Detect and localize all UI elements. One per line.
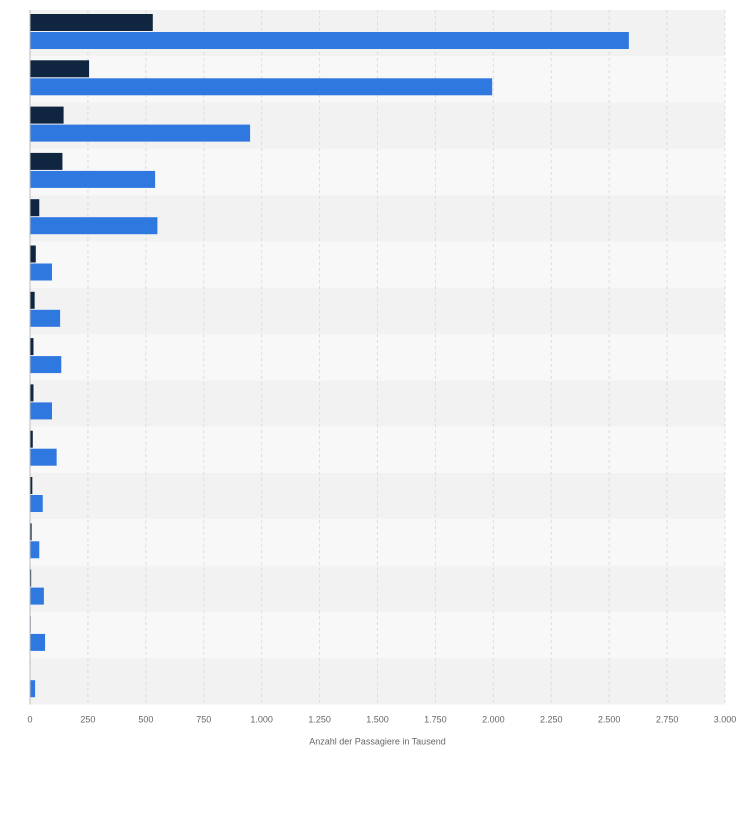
bar-series2-row11	[30, 495, 43, 512]
x-tick-label: 2.250	[540, 715, 563, 725]
bar-series2-row5	[30, 217, 158, 235]
x-tick-label: 2.500	[598, 715, 621, 725]
bar-series2-row7	[30, 309, 61, 327]
bar-series2-row12	[30, 541, 40, 559]
bars	[30, 14, 629, 698]
x-tick-label: 2.750	[656, 715, 679, 725]
x-tick-label: 1.750	[424, 715, 447, 725]
bar-series1-row2	[30, 60, 90, 78]
bar-series2-row3	[30, 124, 251, 142]
bar-series2-row15	[30, 680, 36, 698]
bar-series2-row14	[30, 633, 46, 651]
x-tick-label: 750	[196, 715, 211, 725]
x-axis-ticks: 0 250 500 750 1.000 1.250 1.500 1.750 2.000 2.250…	[27, 715, 736, 725]
x-tick-label: 1.000	[250, 715, 273, 725]
bar-series1-row8	[30, 338, 34, 356]
bar-series2-row4	[30, 170, 156, 188]
bar-series1-row3	[30, 106, 64, 124]
x-tick-label: 0	[27, 715, 32, 725]
x-tick-label: 2.000	[482, 715, 505, 725]
bar-series1-row11	[30, 477, 33, 494]
bar-series1-row13	[30, 569, 32, 587]
x-tick-label: 3.000	[714, 715, 737, 725]
bar-series1-row9	[30, 384, 34, 402]
bar-series1-row12	[30, 523, 32, 541]
bar-series1-row4	[30, 152, 63, 170]
bar-series1-row6	[30, 245, 36, 263]
x-tick-label: 1.250	[308, 715, 331, 725]
bar-series2-row2	[30, 78, 493, 96]
x-tick-label: 250	[80, 715, 95, 725]
bar-series2-row1	[30, 32, 629, 49]
x-tick-label: 500	[138, 715, 153, 725]
x-axis-title: Anzahl der Passagiere in Tausend	[309, 737, 445, 747]
bar-series2-row10	[30, 448, 57, 466]
bar-series2-row13	[30, 587, 44, 605]
bar-series2-row8	[30, 356, 62, 374]
bar-series1-row5	[30, 199, 40, 217]
bar-series1-row10	[30, 430, 33, 448]
bar-series1-row7	[30, 291, 35, 309]
bar-series2-row9	[30, 402, 53, 420]
bar-series1-row1	[30, 14, 153, 31]
bar-series2-row6	[30, 263, 53, 281]
x-tick-label: 1.500	[366, 715, 389, 725]
